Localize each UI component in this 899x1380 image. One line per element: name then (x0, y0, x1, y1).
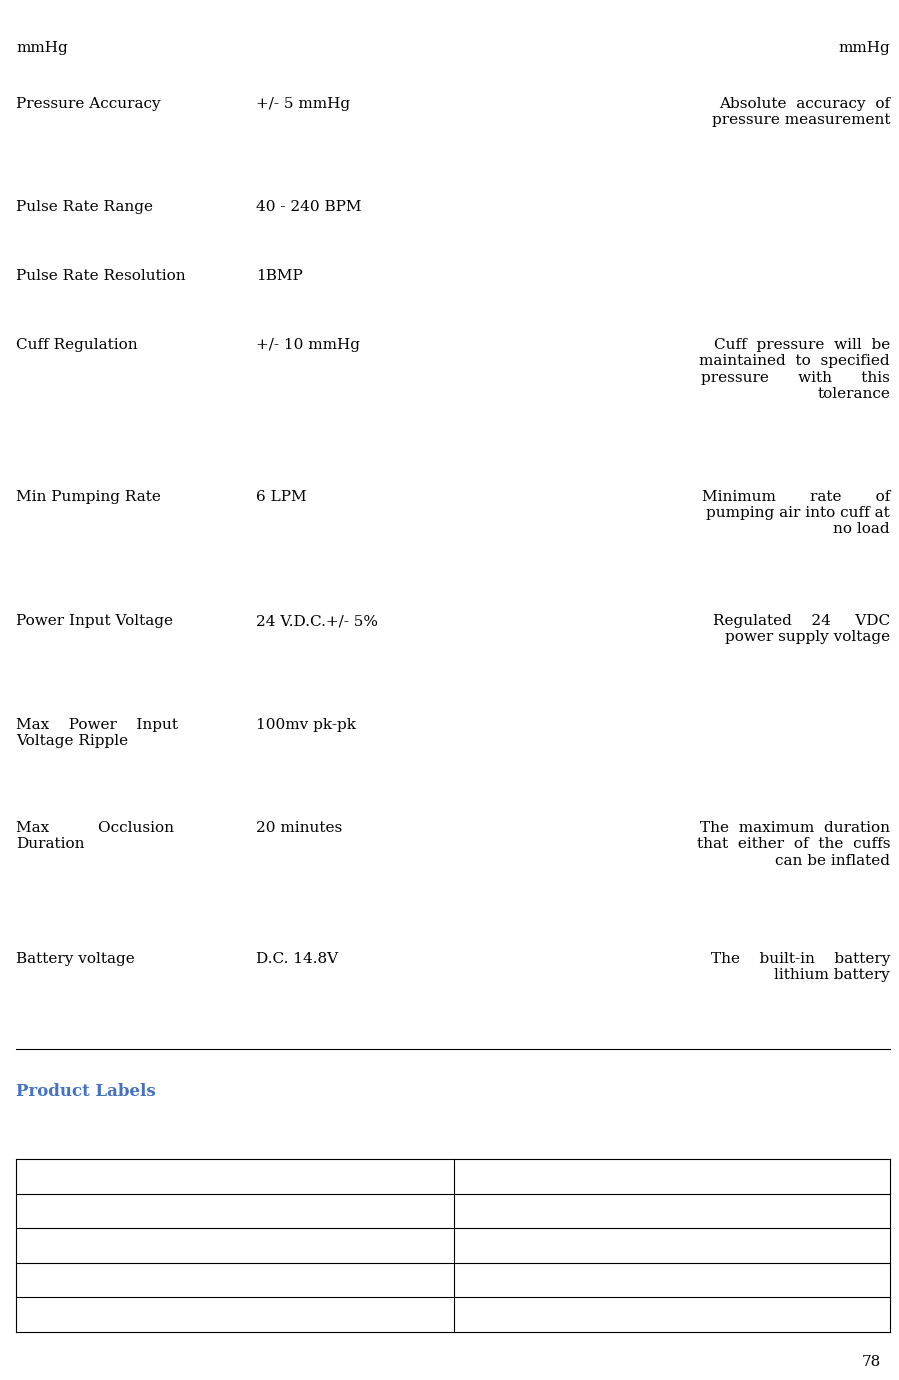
Text: 100mv pk-pk: 100mv pk-pk (256, 718, 356, 731)
Text: Battery voltage: Battery voltage (16, 952, 135, 966)
Text: 20 minutes: 20 minutes (256, 821, 343, 835)
Text: mmHg: mmHg (16, 41, 68, 55)
Text: Power Input Voltage: Power Input Voltage (16, 614, 174, 628)
Text: +/- 5 mmHg: +/- 5 mmHg (256, 97, 351, 110)
Text: The    built-in    battery
lithium battery: The built-in battery lithium battery (710, 952, 890, 983)
Text: mmHg: mmHg (838, 41, 890, 55)
Text: Cuff  pressure  will  be
maintained  to  specified
pressure      with      this
: Cuff pressure will be maintained to spec… (699, 338, 890, 400)
Text: 40 - 240 BPM: 40 - 240 BPM (256, 200, 361, 214)
Text: Regulated    24     VDC
power supply voltage: Regulated 24 VDC power supply voltage (713, 614, 890, 644)
Text: 78: 78 (862, 1355, 881, 1369)
Text: 1BMP: 1BMP (256, 269, 303, 283)
Text: The  maximum  duration
that  either  of  the  cuffs
can be inflated: The maximum duration that either of the … (697, 821, 890, 868)
Text: Absolute  accuracy  of
pressure measurement: Absolute accuracy of pressure measuremen… (711, 97, 890, 127)
Text: 24 V.D.C.+/- 5%: 24 V.D.C.+/- 5% (256, 614, 378, 628)
Text: Product Labels: Product Labels (16, 1083, 156, 1100)
Text: Max          Occlusion
Duration: Max Occlusion Duration (16, 821, 174, 851)
Text: Pulse Rate Range: Pulse Rate Range (16, 200, 153, 214)
Text: Minimum       rate       of
pumping air into cuff at
no load: Minimum rate of pumping air into cuff at… (701, 490, 890, 537)
Text: 6 LPM: 6 LPM (256, 490, 307, 504)
Text: Min Pumping Rate: Min Pumping Rate (16, 490, 161, 504)
Text: +/- 10 mmHg: +/- 10 mmHg (256, 338, 360, 352)
Text: Cuff Regulation: Cuff Regulation (16, 338, 138, 352)
Text: D.C. 14.8V: D.C. 14.8V (256, 952, 338, 966)
Text: Pulse Rate Resolution: Pulse Rate Resolution (16, 269, 186, 283)
Text: Max    Power    Input
Voltage Ripple: Max Power Input Voltage Ripple (16, 718, 178, 748)
Text: Pressure Accuracy: Pressure Accuracy (16, 97, 161, 110)
